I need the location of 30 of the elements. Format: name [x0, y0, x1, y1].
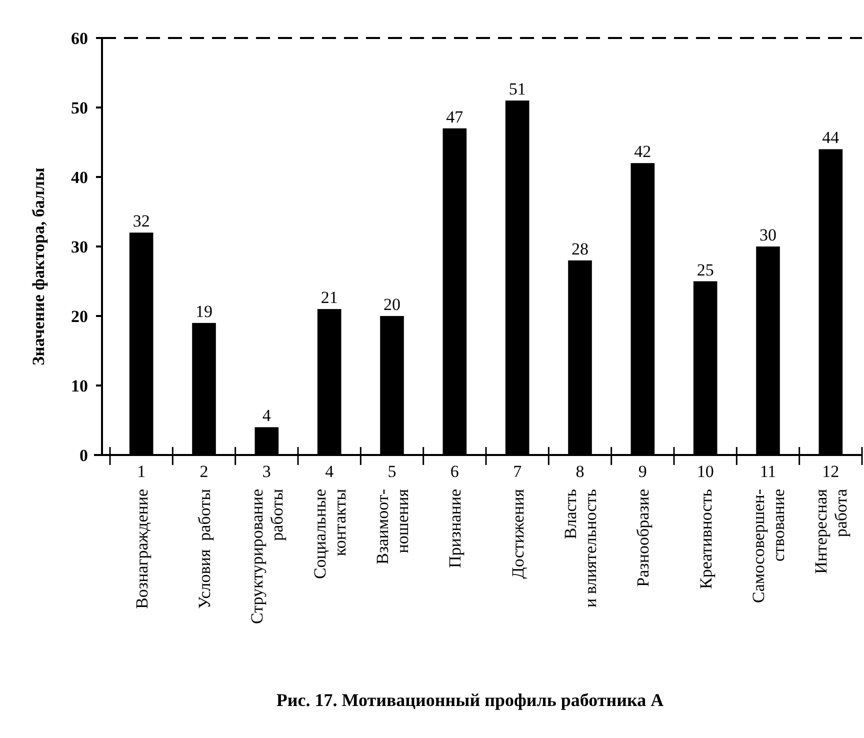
data-label: 25	[696, 260, 714, 280]
data-label: 44	[822, 128, 840, 148]
x-tick-label: 10 Креативность	[696, 462, 716, 589]
data-label: 21	[320, 288, 338, 308]
data-label: 20	[384, 295, 400, 314]
y-tick-label: 30	[71, 237, 88, 256]
x-tick-label: 6 Признание	[446, 462, 465, 568]
y-tick-label: 60	[71, 28, 88, 48]
y-tick-label: 20	[71, 306, 88, 326]
y-tick-label: 10	[71, 376, 88, 396]
x-tick-label: 7 Достижения	[508, 462, 528, 579]
data-label: 32	[132, 212, 150, 231]
data-label: 30	[760, 226, 776, 244]
text: Рис. 17. Мотивационный профиль работника A	[276, 690, 664, 710]
data-label: 42	[634, 142, 652, 162]
y-tick-label: 50	[71, 98, 88, 118]
x-tick-label: 1 Вознаграждение	[132, 462, 152, 609]
x-tick-label: 11 Самосовершен- ствование	[749, 462, 788, 603]
data-label: 47	[446, 107, 464, 126]
y-axis-title: Значение фактора, баллы	[29, 168, 48, 366]
x-tick-label: 2 Условия работы	[195, 462, 214, 609]
x-tick-label: 9 Разнообразие	[634, 462, 653, 587]
y-tick-label: 40	[71, 168, 88, 187]
x-tick-label: 8 Власть и влиятельность	[561, 462, 600, 608]
y-tick-label: 0	[80, 446, 88, 465]
data-label: 19	[196, 302, 212, 321]
data-label: 4	[262, 406, 272, 426]
data-label: 28	[572, 239, 588, 258]
x-tick-label: 3 Структурирование работы	[248, 462, 287, 624]
data-label: 51	[508, 80, 526, 99]
